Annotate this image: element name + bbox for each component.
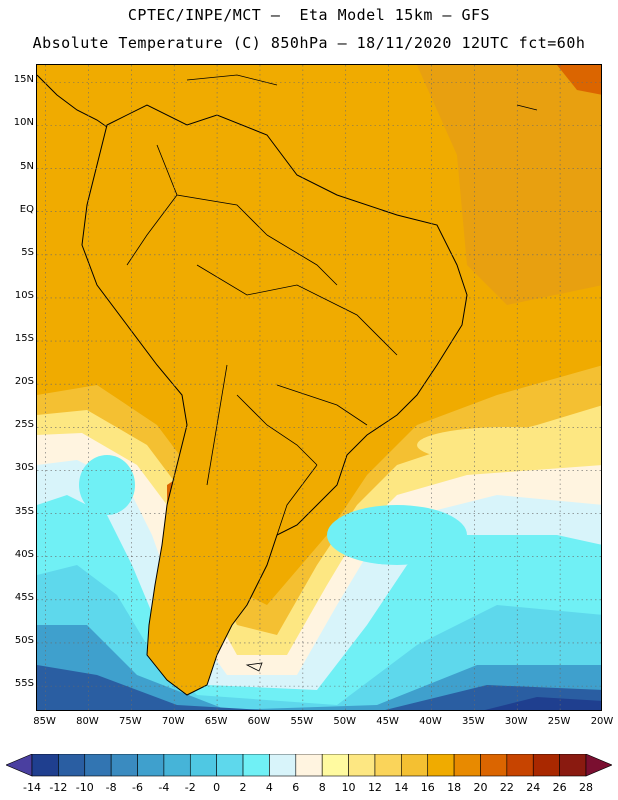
field-hot-corner — [557, 65, 601, 95]
lat-tick-label: 10N — [13, 117, 34, 129]
lat-tick-label: 50S — [14, 634, 34, 646]
colorbar-bin — [137, 754, 165, 777]
colorbar-bin — [453, 754, 481, 777]
lon-tick-label: 40W — [419, 716, 442, 727]
colorbar-bin — [427, 754, 455, 777]
colorbar-bin — [84, 754, 112, 777]
lat-tick-label: 5S — [21, 246, 34, 258]
colorbar-bin — [374, 754, 402, 777]
colorbar-bin — [216, 754, 244, 777]
lat-tick-label: EQ — [19, 203, 34, 215]
colorbar-tick-label: 16 — [420, 781, 435, 794]
lon-tick-label: 25W — [547, 716, 571, 727]
colorbar-bin — [269, 754, 297, 777]
lon-tick-label: 65W — [204, 716, 228, 727]
lat-tick-label: 35S — [14, 505, 34, 517]
colorbar-bin — [295, 754, 323, 777]
map-canvas — [37, 65, 601, 710]
lon-tick-label: 75W — [119, 716, 142, 727]
lat-tick-label: 55S — [14, 678, 34, 690]
colorbar-bin — [163, 754, 191, 777]
colorbar-bin — [506, 754, 534, 777]
colorbar-bin — [532, 754, 560, 777]
central-america-coast — [37, 74, 108, 128]
colorbar-tick-label: 6 — [292, 781, 300, 794]
lat-tick-label: 20S — [14, 376, 34, 388]
colorbar-tick-label: 24 — [526, 781, 541, 794]
lon-tick-label: 80W — [76, 716, 99, 727]
colorbar-tick-label: 8 — [318, 781, 326, 794]
colorbar-tick-label: -6 — [132, 781, 143, 794]
colorbar-tick-label: 22 — [499, 781, 514, 794]
colorbar-under-arrow — [6, 754, 33, 777]
map-title-line-1: CPTEC/INPE/MCT – Eta Model 15km – GFS — [127, 6, 491, 24]
colorbar-tick-label: 20 — [473, 781, 488, 794]
lon-tick-label: 85W — [33, 716, 56, 727]
colorbar-over-arrow — [585, 754, 612, 777]
lat-tick-label: 25S — [14, 419, 34, 431]
lat-tick-label: 15S — [14, 333, 34, 345]
field-atlantic-pale-patch — [417, 427, 597, 463]
colorbar-tick-label: 0 — [213, 781, 221, 794]
lon-tick-label: 70W — [161, 716, 185, 727]
colorbar-tick-label: 10 — [341, 781, 356, 794]
colorbar-bin — [480, 754, 508, 777]
field-pacific-cold-patch — [79, 455, 135, 515]
lat-tick-label: 10S — [14, 289, 34, 301]
lon-tick-label: 60W — [247, 716, 271, 727]
colorbar-bin — [58, 754, 86, 777]
colorbar-tick-label: 12 — [367, 781, 382, 794]
lon-tick-label: 35W — [462, 716, 485, 727]
colorbar-bin — [348, 754, 376, 777]
field-atlantic-warm — [417, 65, 601, 305]
lat-tick-label: 45S — [14, 591, 34, 603]
lat-tick-label: 5N — [20, 160, 34, 172]
colorbar-tick-label: 14 — [394, 781, 409, 794]
colorbar-tick-label: 4 — [265, 781, 273, 794]
colorbar-tick-label: 26 — [552, 781, 567, 794]
lat-tick-label: 30S — [14, 462, 34, 474]
lon-tick-label: 55W — [290, 716, 314, 727]
field-band-minus14 — [485, 697, 601, 710]
colorbar-tick-label: 28 — [579, 781, 593, 794]
map-title-line-2: Absolute Temperature (C) 850hPa – 18/11/… — [32, 34, 586, 52]
colorbar-bin — [321, 754, 349, 777]
falkland-islands — [245, 662, 263, 672]
colorbar-bin — [242, 754, 270, 777]
colorbar-tick-label: -2 — [184, 781, 196, 794]
colorbar-tick-label: -10 — [75, 781, 94, 794]
colorbar-bin — [31, 754, 59, 777]
colorbar-bin — [110, 754, 138, 777]
temperature-map — [36, 64, 602, 711]
colorbar-tick-label: 18 — [447, 781, 462, 794]
colorbar-tick-label: -8 — [105, 781, 117, 794]
lat-tick-label: 40S — [14, 548, 34, 560]
colorbar-bin — [401, 754, 429, 777]
colorbar-tick-label: -4 — [158, 781, 170, 794]
colorbar — [6, 754, 612, 777]
lat-tick-label: 15N — [13, 74, 34, 86]
field-band-minus6 — [37, 625, 601, 710]
lon-tick-label: 50W — [333, 716, 357, 727]
lon-tick-label: 20W — [590, 716, 614, 727]
lon-tick-label: 45W — [376, 716, 399, 727]
field-band-minus12 — [37, 665, 601, 710]
colorbar-tick-label: -12 — [49, 781, 68, 794]
colorbar-bin — [559, 754, 587, 777]
colorbar-bin — [189, 754, 217, 777]
colorbar-tick-label: -14 — [23, 781, 41, 794]
field-atlantic-cold-patch — [327, 505, 467, 565]
caribbean-islands — [186, 74, 538, 111]
colorbar-tick-label: 2 — [239, 781, 247, 794]
lon-tick-label: 30W — [504, 716, 528, 727]
